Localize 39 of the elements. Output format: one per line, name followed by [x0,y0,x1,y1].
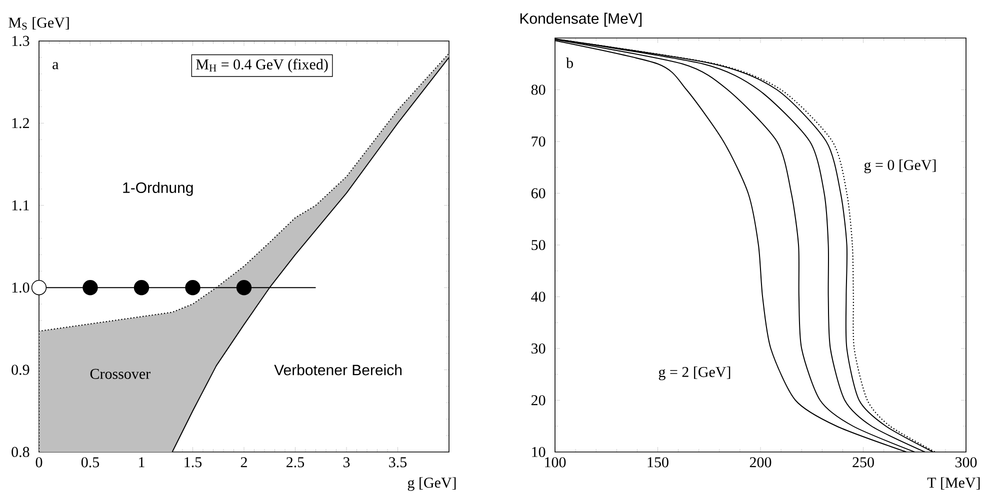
x-tick-label: 250 [852,457,874,468]
annotation: M$_{H}$ = 0.4 GeV (fixed) [196,58,328,73]
y-tick-label: 20 [531,395,546,406]
y-tick-label: 1.2 [12,118,29,128]
y-tick-label: 10 [532,446,546,458]
y-tick-label: 0.8 [12,446,30,458]
y-axis-title: Kondensate [MeV] [520,12,642,27]
annotation: g = 2 [GeV] [658,366,730,380]
x-tick-label: 3 [343,457,350,468]
y-tick-label: 60 [531,188,546,198]
x-tick-label: 200 [750,457,772,468]
x-tick-label: 300 [955,457,977,468]
y-tick-label: 80 [531,84,546,95]
y-tick-label: 70 [532,136,546,147]
x-tick-label: 1 [139,457,144,468]
x-tick-label: 100 [545,457,566,468]
x-tick-label: 1.5 [184,457,202,468]
annotation: g = 0 [GeV] [864,160,936,174]
y-tick-label: 0.9 [12,364,30,375]
y-tick-label: 40 [531,292,546,302]
annotation: Crossover [90,368,150,379]
annotation: b [566,58,573,68]
x-tick-label: 0 [36,457,42,468]
x-tick-label: 2 [240,457,247,468]
annotation: 1-Ordnung [123,182,193,196]
x-tick-label: 150 [648,457,668,468]
x-axis-title: T [MeV] [927,477,980,490]
y-tick-label: 1.1 [12,200,29,210]
y-tick-label: 50 [532,240,546,250]
y-tick-label: 1.3 [12,36,30,46]
x-tick-label: 3.5 [389,457,407,468]
x-tick-label: 0.5 [81,457,100,468]
x-tick-label: 2.5 [286,457,304,468]
y-axis-title: M$_{S}$ [GeV] [8,17,69,30]
annotation: Verbotener Bereich [274,364,402,376]
annotation: a [52,62,59,70]
y-tick-label: 1.0 [12,282,30,293]
y-tick-label: 30 [532,343,546,354]
x-axis-title: g [GeV] [408,477,456,491]
